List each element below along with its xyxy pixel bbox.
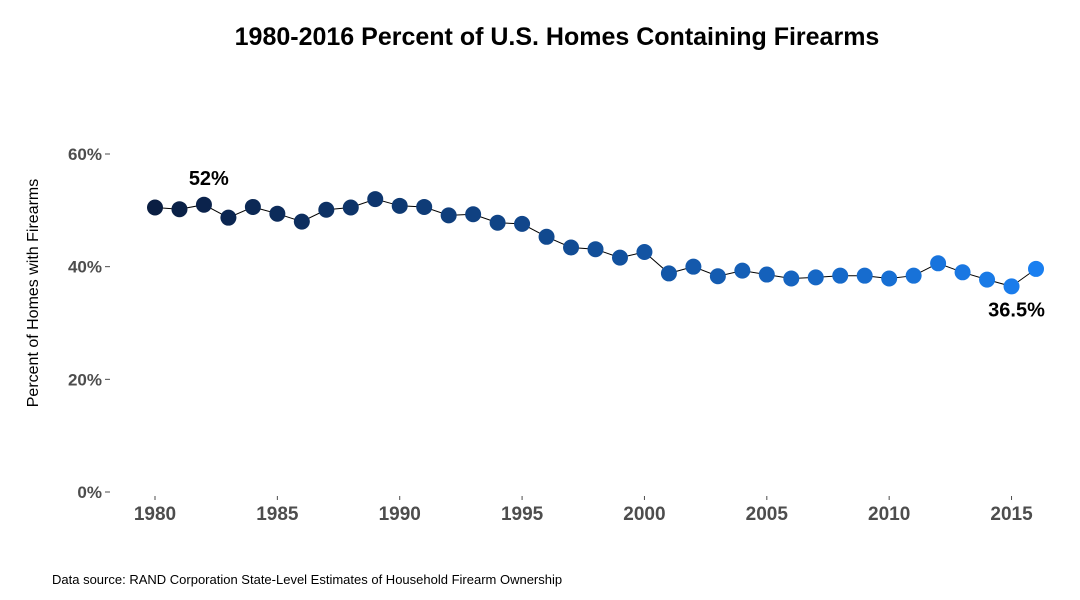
x-tick-label: 1985 [256, 504, 299, 525]
data-point [930, 255, 947, 272]
data-point [954, 264, 971, 281]
y-tick-label: 60% [68, 145, 102, 164]
x-tick-label: 2015 [990, 504, 1033, 525]
data-point [147, 199, 163, 216]
x-tick-label: 2000 [623, 504, 665, 525]
data-point [636, 244, 653, 261]
data-point [538, 228, 555, 245]
data-point [1003, 278, 1020, 295]
data-point [514, 215, 531, 232]
data-point [293, 213, 310, 230]
x-tick-label: 2005 [746, 504, 789, 525]
annotations: 52% 36.5% [189, 168, 1045, 321]
data-point [318, 201, 335, 218]
data-point [979, 271, 996, 288]
data-point [440, 207, 457, 224]
data-point [856, 267, 873, 284]
data-point [758, 266, 775, 283]
x-tick-label: 1995 [501, 504, 544, 525]
data-point [734, 262, 751, 279]
y-tick-label: 0% [77, 483, 102, 502]
data-point [391, 197, 408, 214]
x-tick-label: 1990 [379, 504, 421, 525]
x-axis: 1980 1985 1990 1995 2000 2005 2010 2015 [134, 496, 1033, 525]
data-point [367, 191, 384, 208]
data-point [244, 198, 261, 215]
y-axis: 0% 20% 40% 60% [68, 145, 110, 502]
data-point [783, 270, 800, 287]
y-tick-label: 20% [68, 370, 102, 389]
data-point [587, 241, 604, 258]
data-series [147, 191, 1044, 295]
data-point [685, 258, 702, 275]
data-point [611, 249, 628, 266]
chart-title: 1980-2016 Percent of U.S. Homes Containi… [235, 23, 880, 51]
y-axis-label: Percent of Homes with Firearms [25, 179, 42, 408]
data-point [342, 199, 359, 216]
data-point [416, 198, 433, 215]
data-label: 36.5% [988, 299, 1045, 321]
data-point [171, 201, 188, 218]
source-note: Data source: RAND Corporation State-Leve… [52, 572, 562, 587]
x-tick-label: 2010 [868, 504, 910, 525]
data-point [220, 209, 237, 226]
data-point [832, 267, 849, 284]
data-label: 52% [189, 168, 229, 190]
x-tick-label: 1980 [134, 504, 176, 525]
data-point [563, 239, 580, 256]
data-point [489, 214, 506, 231]
data-point [881, 270, 898, 287]
data-point [905, 267, 922, 284]
data-point [465, 206, 482, 223]
y-tick-label: 40% [68, 258, 102, 277]
data-point [709, 268, 726, 285]
data-point [269, 205, 286, 222]
data-point [195, 196, 212, 213]
data-point [660, 265, 677, 282]
data-point [1028, 260, 1044, 277]
data-point [807, 269, 824, 286]
